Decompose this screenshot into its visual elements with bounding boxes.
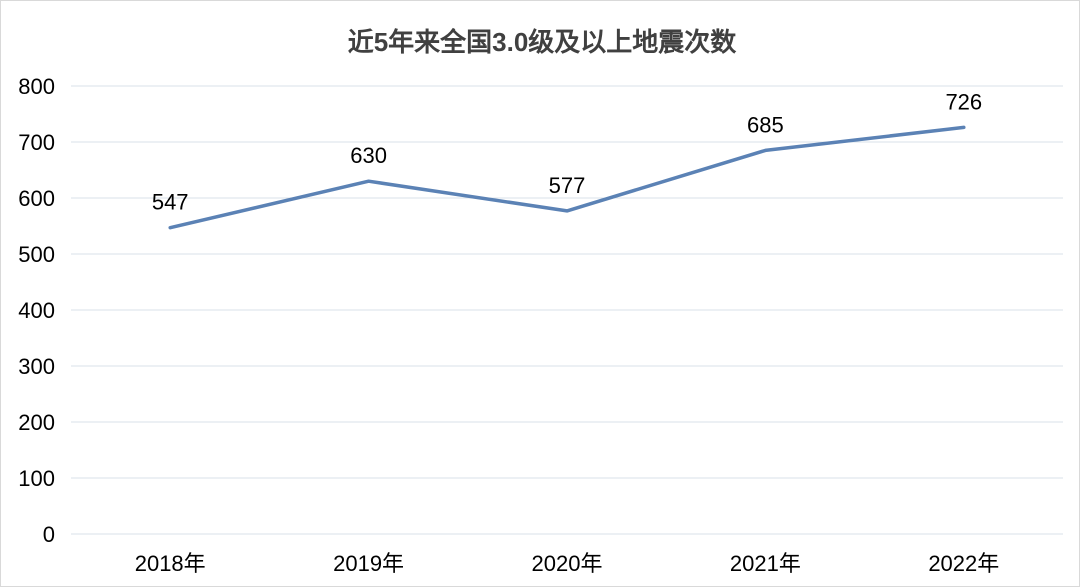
x-tick-label-3: 2021年 (730, 551, 801, 576)
data-label-1: 630 (350, 143, 387, 168)
y-tick-label-300: 300 (18, 354, 55, 379)
y-tick-label-700: 700 (18, 130, 55, 155)
y-tick-label-500: 500 (18, 242, 55, 267)
x-tick-label-1: 2019年 (333, 551, 404, 576)
y-tick-label-600: 600 (18, 186, 55, 211)
series-group (168, 125, 966, 230)
y-tick-label-100: 100 (18, 466, 55, 491)
x-axis-tick-labels: 2018年 2019年 2020年 2021年 2022年 (135, 551, 1000, 576)
data-labels: 547 630 577 685 726 (152, 89, 982, 214)
x-tick-label-2: 2020年 (532, 551, 603, 576)
y-tick-label-400: 400 (18, 298, 55, 323)
gridlines (71, 85, 1063, 535)
chart-title: 近5年来全国3.0级及以上地震次数 (348, 27, 738, 57)
data-label-4: 726 (945, 89, 982, 114)
x-tick-label-4: 2022年 (928, 551, 999, 576)
series-line-0 (168, 125, 966, 230)
data-label-3: 685 (747, 112, 784, 137)
data-label-0: 547 (152, 190, 189, 215)
y-tick-label-200: 200 (18, 410, 55, 435)
data-label-2: 577 (549, 173, 586, 198)
y-tick-label-800: 800 (18, 74, 55, 99)
y-axis-tick-labels: 0 100 200 300 400 500 600 700 800 (18, 74, 55, 547)
x-tick-label-0: 2018年 (135, 551, 206, 576)
y-tick-label-0: 0 (43, 522, 55, 547)
